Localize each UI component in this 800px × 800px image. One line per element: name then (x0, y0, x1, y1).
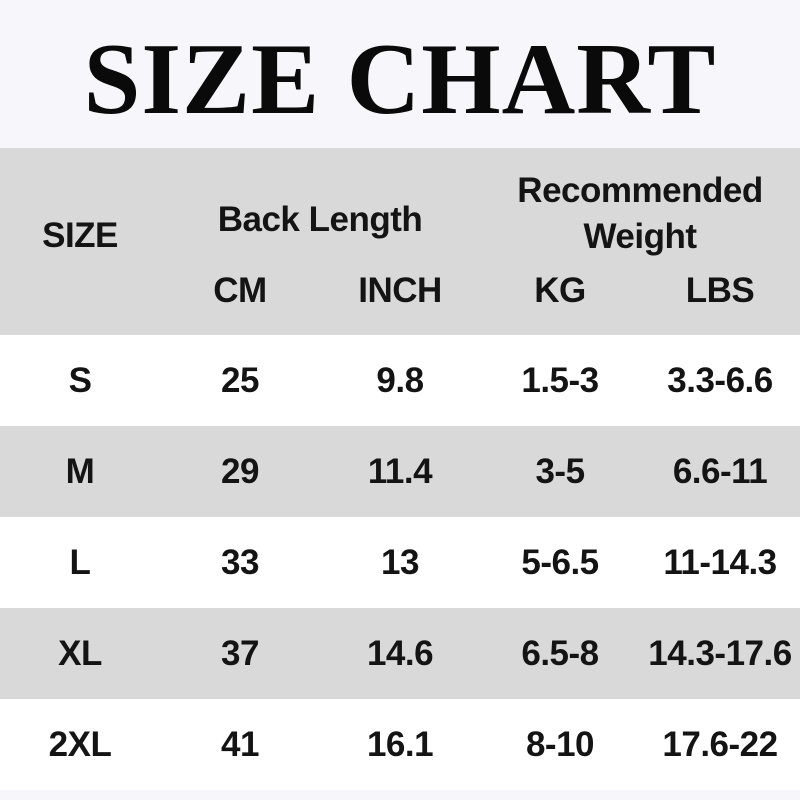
table-row-s: S 25 9.8 1.5-3 3.3-6.6 (0, 335, 800, 426)
cell-lbs-value: 6.6-11 (672, 451, 768, 491)
table-row-m: M 29 11.4 3-5 6.6-11 (0, 426, 800, 517)
column-header-cm: CM (213, 271, 267, 310)
cell-size-label: L (69, 542, 91, 582)
cell-inch-value: 13 (381, 542, 419, 582)
column-header-size: SIZE (42, 215, 118, 255)
cell-inch-value: 14.6 (366, 633, 434, 673)
column-header-lbs: LBS (685, 271, 755, 310)
cell-size-label: M (65, 451, 95, 491)
column-header-kg: KG (534, 271, 586, 310)
cell-lbs-value: 3.3-6.6 (667, 360, 773, 400)
cell-cm-value: 29 (221, 451, 259, 491)
cell-lbs-value: 11-14.3 (663, 542, 777, 582)
cell-kg-value: 3-5 (535, 451, 585, 491)
cell-size-label: XL (58, 633, 102, 673)
cell-kg-value: 5-6.5 (521, 542, 599, 582)
cell-cm-value: 37 (221, 633, 259, 673)
page-title: SIZE CHART (83, 22, 717, 136)
size-chart-table: SIZE Back Length Recommended Weight CM I… (0, 148, 800, 790)
table-row-l: L 33 13 5-6.5 11-14.3 (0, 517, 800, 608)
cell-cm-value: 41 (221, 724, 259, 764)
column-group-recommended-weight-label: Recommended Weight (517, 171, 763, 256)
cell-inch-value: 11.4 (367, 451, 433, 491)
cell-size-label: 2XL (48, 724, 112, 764)
cell-lbs-value: 17.6-22 (662, 724, 778, 764)
table-header: SIZE Back Length Recommended Weight CM I… (0, 148, 800, 335)
cell-kg-value: 1.5-3 (521, 360, 599, 400)
cell-cm-value: 25 (221, 360, 259, 400)
column-header-inch: INCH (358, 271, 442, 310)
cell-size-label: S (68, 360, 92, 400)
cell-cm-value: 33 (221, 542, 259, 582)
cell-kg-value: 8-10 (525, 724, 595, 764)
table-row-xl: XL 37 14.6 6.5-8 14.3-17.6 (0, 608, 800, 699)
cell-kg-value: 6.5-8 (521, 633, 599, 673)
cell-inch-value: 9.8 (376, 360, 424, 400)
column-group-back-length: Back Length (217, 199, 423, 239)
table-row-2xl: 2XL 41 16.1 8-10 17.6-22 (0, 699, 800, 790)
cell-inch-value: 16.1 (366, 724, 434, 764)
cell-lbs-value: 14.3-17.6 (648, 633, 792, 673)
column-group-recommended-weight: Recommended Weight (480, 148, 800, 265)
